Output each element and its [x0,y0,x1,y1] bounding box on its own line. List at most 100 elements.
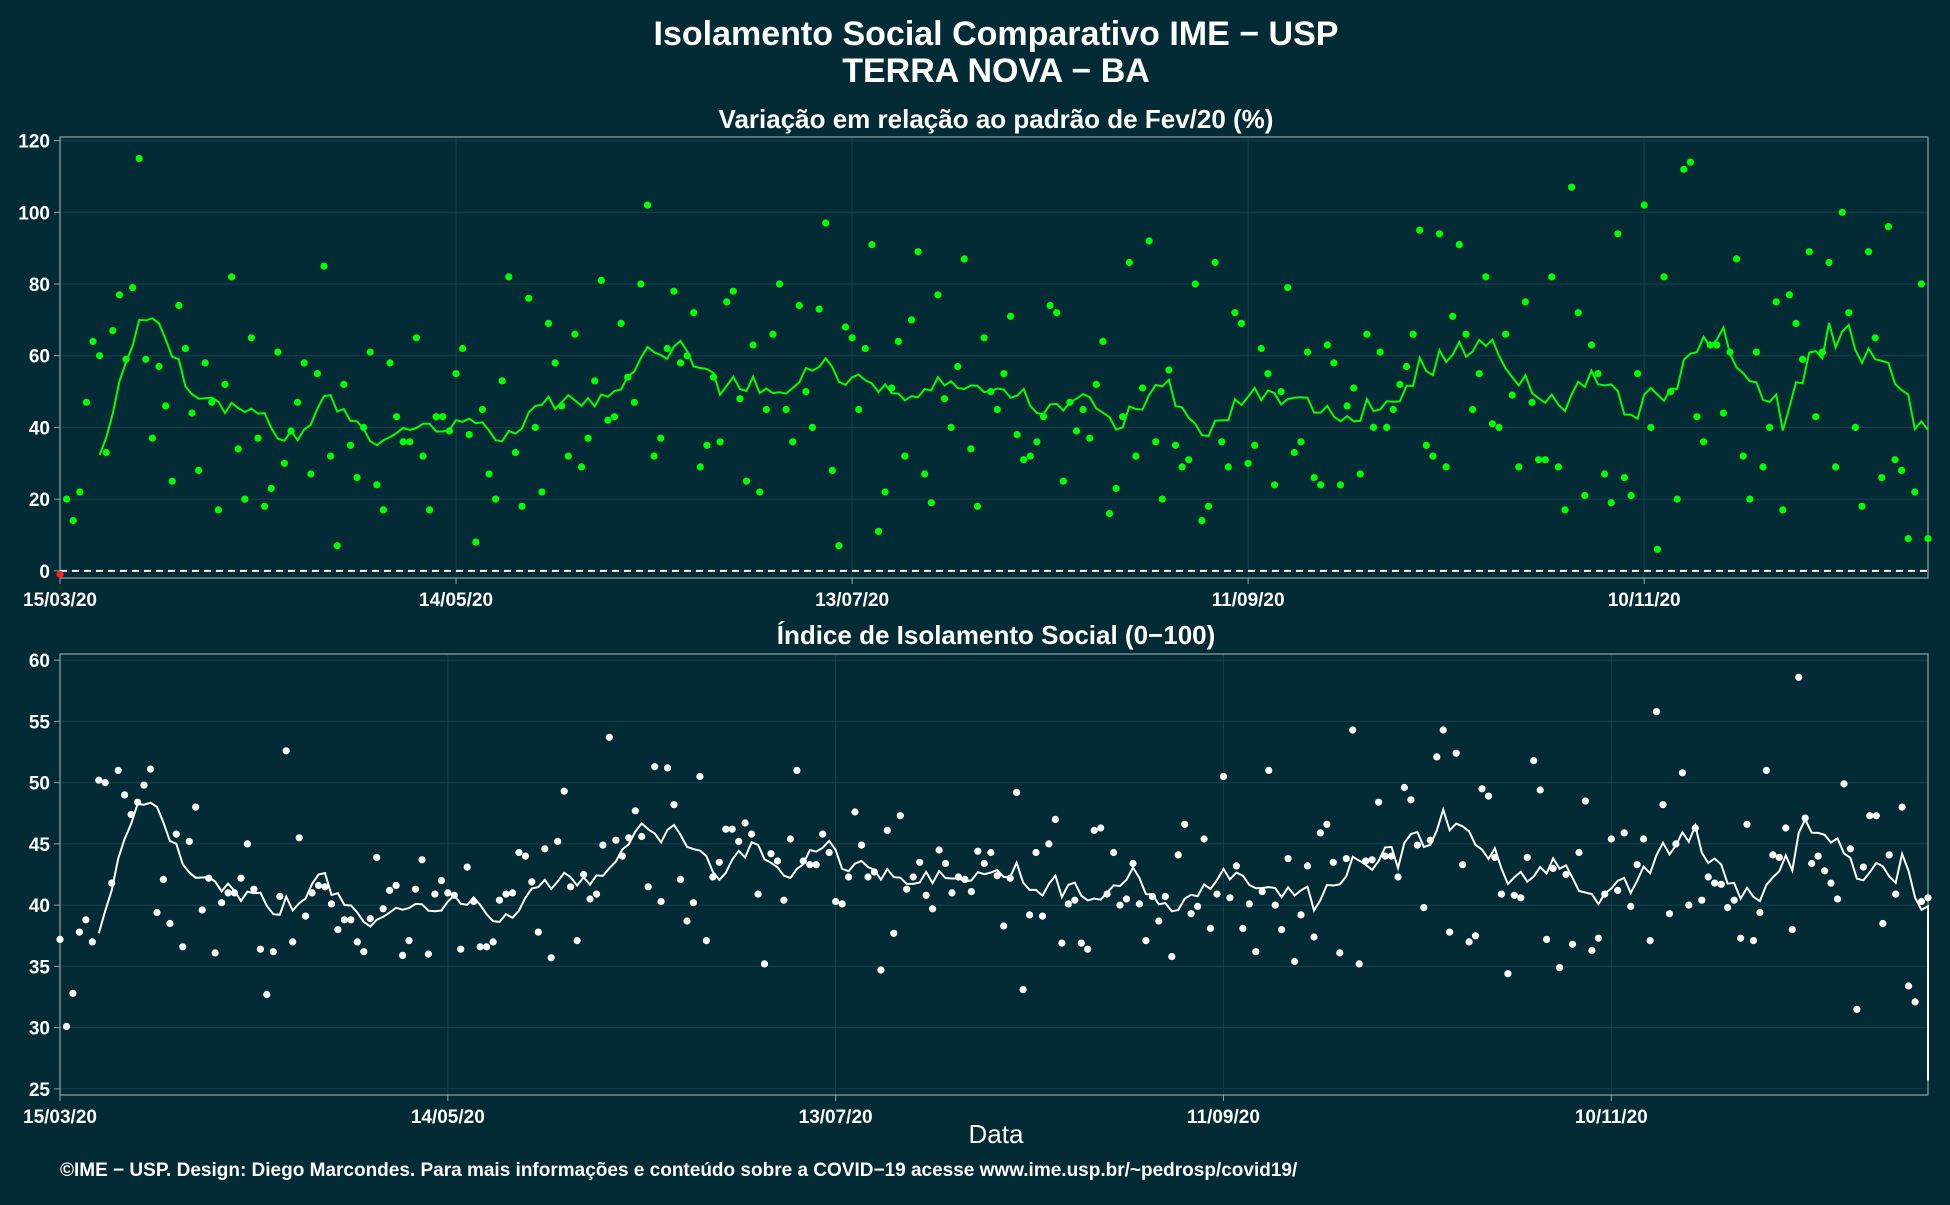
top-data-point [1759,463,1767,471]
bottom-data-point [1504,970,1512,978]
top-data-point [1719,409,1727,417]
top-data-point [1469,405,1477,414]
bottom-data-point [580,870,588,879]
bottom-ytick-label: 55 [29,712,51,733]
top-xtick-label: 13/07/20 [815,590,889,611]
top-data-point [459,344,467,353]
bottom-data-point [347,916,355,924]
bottom-data-point [618,852,626,860]
top-data-point [723,298,731,306]
bottom-data-point [1749,937,1758,945]
bottom-data-point [282,747,290,755]
top-data-point [1917,280,1925,288]
top-data-point [551,359,559,367]
bottom-data-point [1155,917,1163,925]
top-data-point [888,384,896,392]
top-data-point [1125,258,1133,267]
top-data-point [1858,502,1866,510]
bottom-data-point [541,845,549,853]
top-data-point [221,380,229,388]
bottom-data-point [237,874,245,882]
bottom-data-point [1640,835,1648,843]
bottom-ytick-label: 45 [29,835,51,856]
top-data-point [1667,388,1675,396]
top-data-point [1521,298,1529,306]
bottom-data-point [230,889,239,897]
top-data-point [1099,337,1107,345]
top-data-point [379,506,387,514]
bottom-data-point [883,826,891,835]
bottom-data-point [1762,766,1770,775]
bottom-data-point [916,858,924,866]
top-data-point [1680,165,1688,173]
top-data-point [1805,248,1813,256]
top-data-point [1772,298,1780,306]
top-data-point [960,255,968,263]
bottom-data-point [599,841,607,849]
top-data-point [1119,413,1127,421]
bottom-data-point [696,772,704,781]
top-data-point [452,370,460,378]
top-data-point [973,502,982,510]
top-data-point [201,359,209,367]
top-data-point [1257,344,1265,353]
bottom-data-point [95,776,103,784]
top-moving-average-line [98,317,1929,456]
bottom-data-point [1730,896,1738,904]
bottom-data-point [1737,934,1745,942]
top-data-point [1303,348,1312,356]
top-data-point [940,395,949,403]
bottom-data-point [1284,855,1292,863]
top-data-point [848,334,856,342]
top-data-point [610,413,619,421]
bottom-data-point [1433,753,1441,761]
bottom-data-point [495,896,504,904]
top-data-point [129,284,137,292]
bottom-data-point [864,873,872,881]
bottom-data-point [819,830,827,838]
bottom-data-point [1808,859,1816,868]
top-data-point [901,452,909,460]
top-data-point [439,413,447,421]
bottom-data-point [88,938,96,946]
bottom-ytick-label: 25 [29,1080,51,1101]
bottom-data-point [1459,861,1467,869]
top-data-point [492,495,500,503]
bottom-data-point [1265,766,1273,775]
bottom-data-point [69,989,77,997]
bottom-data-point [1704,873,1712,881]
bottom-data-point [62,1022,71,1030]
top-data-point [142,355,150,363]
top-data-point [1792,319,1800,327]
top-data-point [1581,491,1589,500]
bottom-data-point [334,926,342,934]
bottom-data-point [1814,852,1822,860]
bottom-data-point [515,848,523,857]
top-data-point [1356,470,1364,478]
bottom-data-point [993,872,1001,880]
bottom-data-point [224,889,232,897]
top-data-point [1587,341,1595,349]
bottom-data-point [1297,911,1305,919]
top-data-point [162,402,170,410]
top-data-point [1013,431,1021,439]
bottom-data-point [767,850,775,858]
top-data-point [703,441,711,449]
bottom-data-point [1013,788,1021,797]
top-data-point [1508,391,1516,399]
top-data-point [373,481,381,489]
bottom-data-point [1717,880,1725,888]
top-data-point [1614,230,1622,238]
top-data-point [432,413,440,421]
top-data-point [1310,474,1318,482]
top-data-point [135,154,143,163]
top-data-point [485,470,493,478]
top-data-point [1785,291,1793,299]
bottom-data-point [1387,852,1396,860]
top-data-point [1231,309,1239,317]
bottom-data-point [1795,673,1803,681]
bottom-data-point [1323,820,1331,828]
top-data-point [1330,359,1338,367]
bottom-data-point [1038,912,1047,920]
bottom-data-point [1064,900,1072,908]
